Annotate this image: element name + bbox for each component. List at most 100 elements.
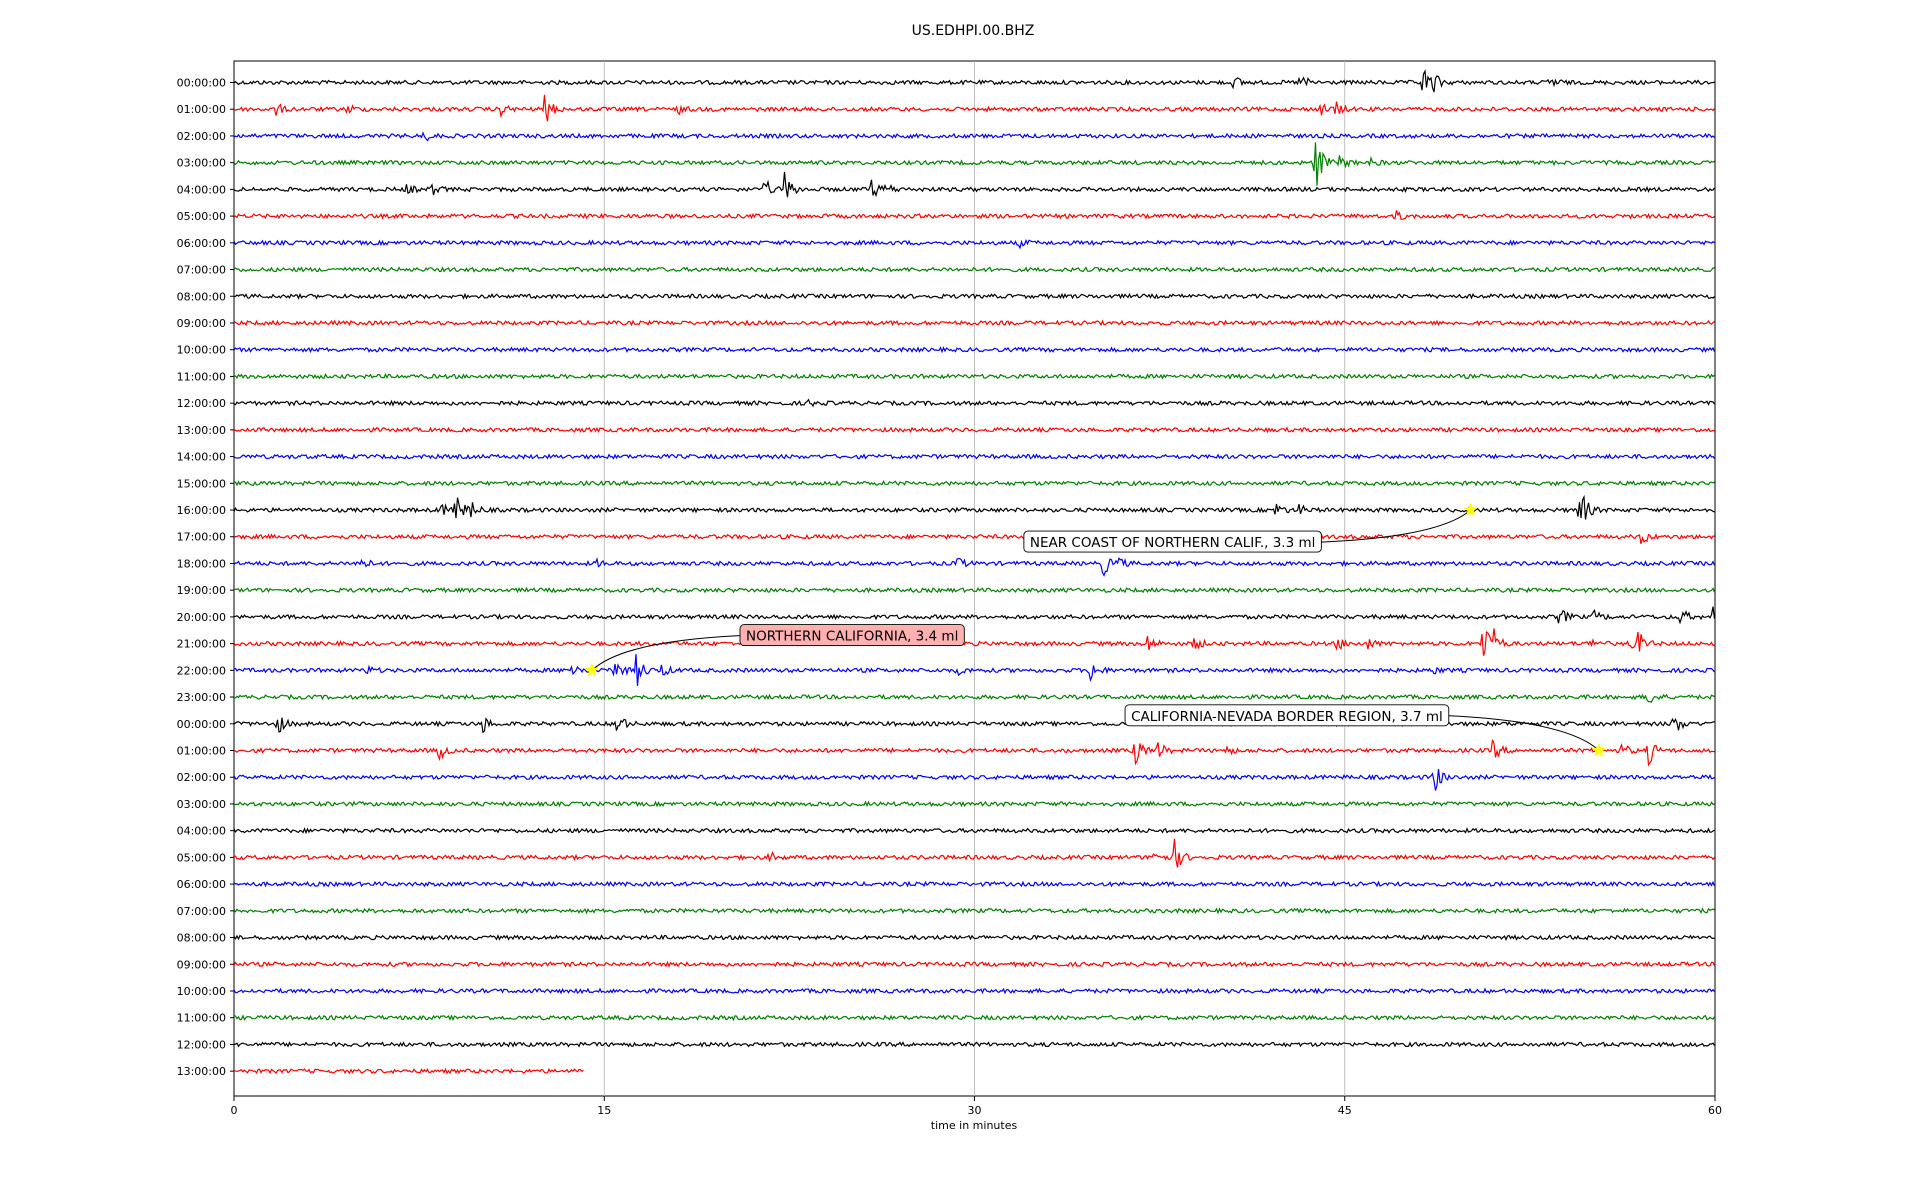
y-tick-label: 07:00:00: [177, 905, 226, 918]
trace-row: [233, 987, 1715, 995]
trace-row: [233, 142, 1715, 186]
trace-row: [233, 838, 1715, 868]
y-tick-label: 04:00:00: [177, 825, 226, 838]
trace-row: [233, 934, 1715, 941]
event-annotation: CALIFORNIA-NEVADA BORDER REGION, 3.7 ml: [1124, 704, 1607, 757]
event-annotations: NEAR COAST OF NORTHERN CALIF., 3.3 ml NOR…: [584, 502, 1607, 757]
trace-row: [233, 94, 1715, 122]
y-tick-label: 09:00:00: [177, 317, 226, 330]
annotation-connector: [1448, 715, 1600, 751]
y-tick-label: 23:00:00: [177, 691, 226, 704]
trace-row: [233, 880, 1716, 888]
event-label-box: [739, 624, 965, 647]
y-tick-label: 06:00:00: [177, 878, 226, 891]
event-label: NEAR COAST OF NORTHERN CALIF., 3.3 ml: [1030, 535, 1316, 551]
y-tick-label: 00:00:00: [177, 77, 226, 90]
y-tick-label: 02:00:00: [177, 771, 226, 784]
y-tick-label: 13:00:00: [177, 424, 226, 437]
trace-row: [233, 238, 1715, 250]
y-axis-ticks: 00:00:00 01:00:00 02:00:00 03:00:00 04:00:00…: [177, 77, 234, 1078]
y-tick-label: 05:00:00: [177, 851, 226, 864]
event-annotation: NEAR COAST OF NORTHERN CALIF., 3.3 ml: [1023, 502, 1478, 553]
trace-row: [233, 426, 1715, 434]
event-label-box: [1124, 704, 1450, 727]
trace-row: [233, 533, 1715, 545]
trace-row: [233, 479, 1715, 487]
x-tick-label: 0: [231, 1104, 238, 1117]
y-tick-label: 03:00:00: [177, 157, 226, 170]
trace-row: [233, 769, 1715, 791]
trace-row: [233, 717, 1715, 734]
y-tick-label: 11:00:00: [177, 370, 226, 383]
trace-row: [233, 693, 1715, 703]
trace-row: [233, 960, 1716, 968]
trace-row: [233, 628, 1715, 656]
y-tick-label: 19:00:00: [177, 584, 226, 597]
annotation-connector: [1321, 509, 1471, 543]
x-tick-label: 45: [1338, 1104, 1352, 1117]
y-tick-label: 06:00:00: [177, 237, 226, 250]
annotation-connector: [591, 635, 741, 671]
y-tick-label: 17:00:00: [177, 531, 226, 544]
y-tick-label: 00:00:00: [177, 718, 226, 731]
trace-row: [233, 319, 1715, 327]
trace-row: [233, 1041, 1716, 1048]
y-tick-label: 02:00:00: [177, 130, 226, 143]
trace-row: [233, 292, 1715, 300]
y-tick-label: 22:00:00: [177, 664, 226, 677]
y-tick-label: 09:00:00: [177, 958, 226, 971]
y-tick-label: 16:00:00: [177, 504, 226, 517]
y-tick-label: 13:00:00: [177, 1065, 226, 1078]
x-tick-label: 15: [597, 1104, 611, 1117]
trace-row: [233, 266, 1715, 273]
chart-title: US.EDHPI.00.BHZ: [912, 23, 1035, 39]
y-tick-label: 10:00:00: [177, 985, 226, 998]
event-label: CALIFORNIA-NEVADA BORDER REGION, 3.7 ml: [1131, 709, 1443, 725]
y-tick-label: 01:00:00: [177, 745, 226, 758]
trace-row: [233, 827, 1715, 835]
y-tick-label: 21:00:00: [177, 638, 226, 651]
x-tick-label: 30: [968, 1104, 982, 1117]
trace-row: [233, 800, 1715, 808]
trace-row: [233, 1014, 1715, 1022]
event-star-marker: [584, 662, 600, 677]
trace-row: [233, 557, 1716, 577]
event-label: NORTHERN CALIFORNIA, 3.4 ml: [746, 629, 958, 645]
y-tick-label: 18:00:00: [177, 557, 226, 570]
trace-row: [233, 1067, 584, 1075]
y-tick-label: 04:00:00: [177, 183, 226, 196]
vertical-gridlines: [603, 61, 1346, 1096]
y-tick-label: 12:00:00: [177, 1038, 226, 1051]
event-star-marker: [1463, 502, 1478, 517]
trace-row: [233, 654, 1715, 686]
trace-row: [233, 453, 1715, 461]
x-axis-label: time in minutes: [931, 1119, 1018, 1132]
trace-row: [233, 739, 1715, 767]
x-axis-ticks: 0 15 30 45 60: [231, 1096, 1722, 1117]
y-tick-label: 11:00:00: [177, 1012, 226, 1025]
event-star-marker: [1591, 742, 1607, 757]
trace-row: [233, 372, 1715, 380]
trace-row: [233, 210, 1715, 220]
y-tick-label: 05:00:00: [177, 210, 226, 223]
y-tick-label: 10:00:00: [177, 344, 226, 357]
y-tick-label: 20:00:00: [177, 611, 226, 624]
trace-row: [233, 586, 1716, 594]
seismic-traces: [233, 69, 1716, 1075]
trace-row: [233, 346, 1716, 354]
trace-row: [233, 606, 1716, 625]
event-annotation: NORTHERN CALIFORNIA, 3.4 ml: [584, 624, 965, 677]
y-tick-label: 08:00:00: [177, 932, 226, 945]
trace-row: [233, 69, 1715, 93]
trace-row: [233, 398, 1715, 408]
y-tick-label: 08:00:00: [177, 290, 226, 303]
trace-row: [233, 131, 1715, 142]
trace-row: [233, 171, 1715, 198]
y-tick-label: 15:00:00: [177, 477, 226, 490]
y-tick-label: 03:00:00: [177, 798, 226, 811]
y-tick-label: 07:00:00: [177, 264, 226, 277]
y-tick-label: 01:00:00: [177, 103, 226, 116]
y-tick-label: 14:00:00: [177, 451, 226, 464]
